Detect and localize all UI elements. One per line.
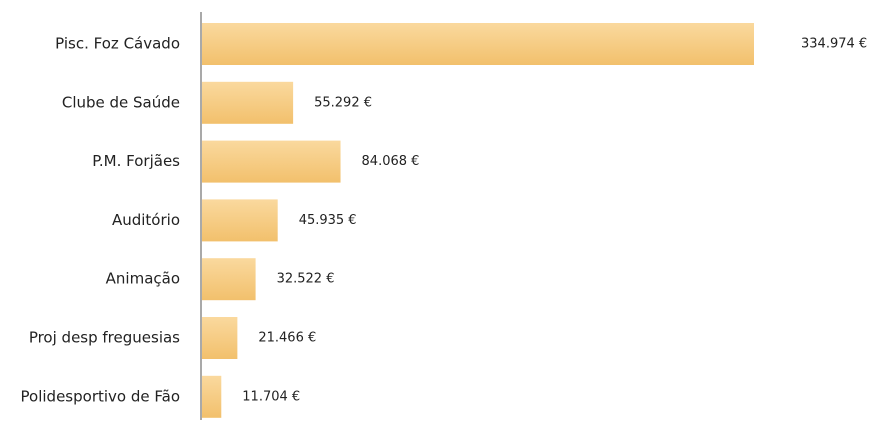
bar: [202, 258, 256, 301]
category-label: Clube de Saúde: [62, 93, 180, 111]
category-label: Auditório: [112, 211, 180, 229]
category-label: Pisc. Foz Cávado: [55, 35, 180, 53]
value-label: 45.935 €: [299, 213, 357, 228]
category-label: Proj desp freguesias: [29, 329, 180, 347]
value-label: 11.704 €: [242, 389, 300, 404]
category-label: Polidesportivo de Fão: [21, 387, 180, 405]
bar: [202, 81, 294, 124]
category-label: Animação: [106, 270, 180, 288]
bar: [202, 140, 341, 183]
value-label: 84.068 €: [362, 154, 420, 169]
value-label: 21.466 €: [258, 331, 316, 346]
bar: [202, 199, 278, 242]
value-label: 334.974 €: [801, 37, 867, 52]
bar: [202, 23, 754, 65]
value-label: 55.292 €: [314, 95, 372, 110]
category-label: P.M. Forjães: [92, 152, 180, 170]
bar: [202, 317, 238, 359]
value-label: 32.522 €: [277, 272, 335, 287]
bar: [202, 375, 222, 418]
